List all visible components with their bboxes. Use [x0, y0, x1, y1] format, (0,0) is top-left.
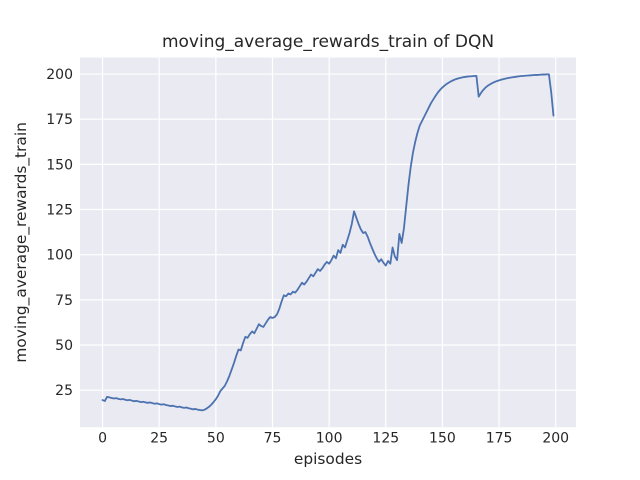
x-axis-label: episodes — [294, 450, 362, 468]
x-tick-label: 0 — [98, 431, 107, 447]
x-tick-labels: 0 25 50 75 100 125 150 175 200 — [98, 431, 569, 447]
chart-title: moving_average_rewards_train of DQN — [162, 32, 494, 52]
y-tick-label: 125 — [46, 203, 73, 219]
y-tick-label: 100 — [46, 248, 73, 264]
y-axis-label: moving_average_rewards_train — [12, 122, 31, 363]
x-tick-label: 200 — [542, 431, 569, 447]
y-tick-label: 50 — [55, 338, 73, 354]
grid-lines — [80, 57, 576, 428]
x-tick-label: 50 — [207, 431, 225, 447]
y-tick-label: 75 — [55, 293, 73, 309]
series-layer — [101, 73, 555, 412]
x-tick-label: 150 — [429, 431, 456, 447]
x-tick-label: 125 — [372, 431, 399, 447]
y-tick-label: 200 — [46, 67, 73, 83]
x-tick-label: 175 — [486, 431, 513, 447]
x-tick-label: 100 — [316, 431, 343, 447]
y-tick-label: 175 — [46, 112, 73, 128]
y-tick-label: 150 — [46, 157, 73, 173]
x-tick-label: 25 — [150, 431, 168, 447]
plot-area — [80, 57, 576, 428]
series-line — [101, 73, 555, 412]
y-tick-label: 25 — [55, 383, 73, 399]
x-tick-label: 75 — [264, 431, 282, 447]
y-tick-labels: 25 50 75 100 125 150 175 200 — [46, 67, 73, 399]
